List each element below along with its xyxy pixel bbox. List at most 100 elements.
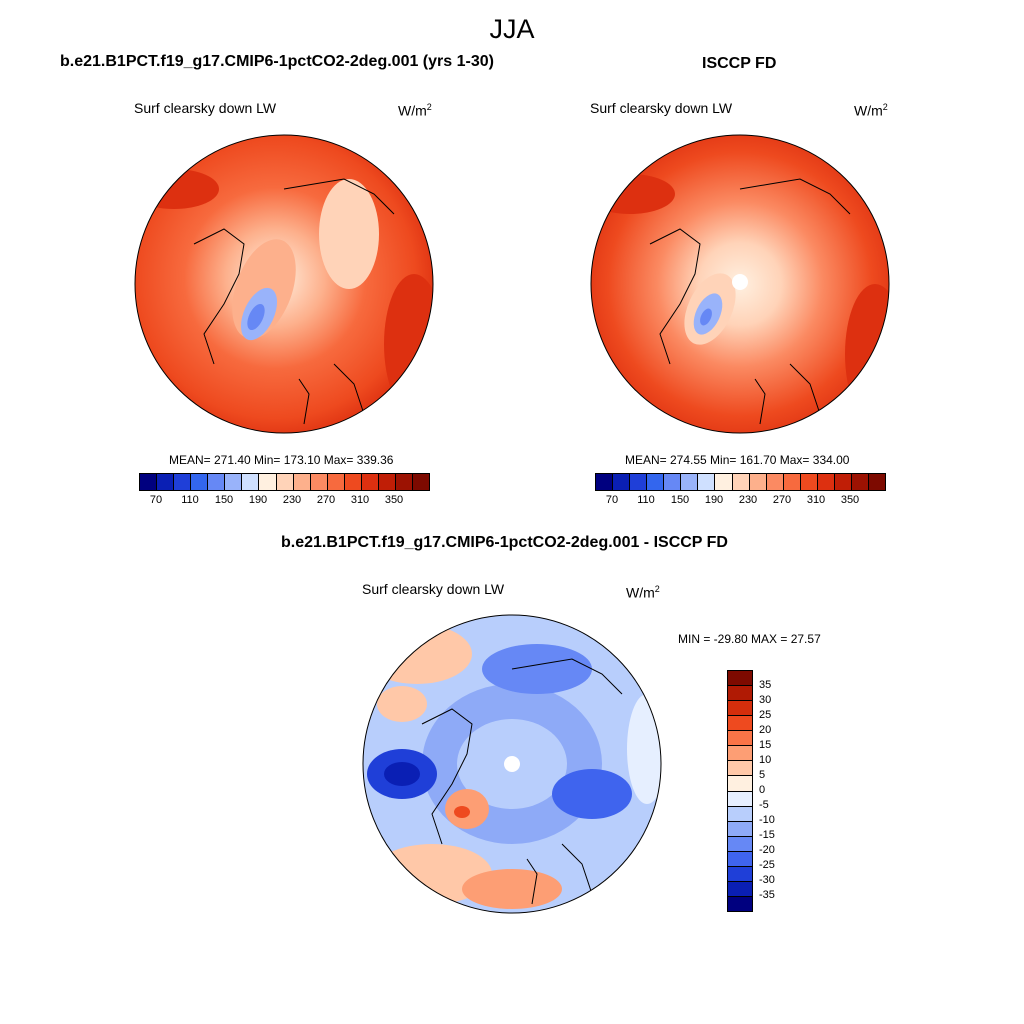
colorbar-swatch bbox=[174, 474, 192, 490]
colorbar-swatch bbox=[728, 671, 752, 687]
colorbar-swatch bbox=[728, 821, 752, 837]
colorbar-swatch bbox=[242, 474, 260, 490]
colorbar-swatch bbox=[728, 701, 752, 717]
colorbar-tick-label: 110 bbox=[637, 494, 655, 506]
panel-1-stats: MEAN= 271.40 Min= 173.10 Max= 339.36 bbox=[169, 453, 394, 467]
panel-1-field: Surf clearsky down LW bbox=[134, 100, 277, 116]
colorbar-tick-label: 310 bbox=[350, 494, 370, 506]
colorbar-tick-label: 230 bbox=[282, 494, 302, 506]
panel-1-polar-map bbox=[134, 134, 434, 434]
panel-2-field: Surf clearsky down LW bbox=[590, 100, 733, 116]
panel-2-colorbar bbox=[595, 473, 886, 491]
colorbar-swatch bbox=[728, 866, 752, 882]
colorbar-tick-label: 150 bbox=[670, 494, 690, 506]
colorbar-tick-label: -10 bbox=[759, 814, 775, 826]
diff-colorbar bbox=[727, 670, 753, 912]
colorbar-swatch bbox=[208, 474, 226, 490]
colorbar-swatch bbox=[259, 474, 277, 490]
panel-1-units: W/m2 bbox=[398, 102, 432, 119]
colorbar-swatch bbox=[728, 806, 752, 822]
colorbar-tick-label: 310 bbox=[806, 494, 826, 506]
colorbar-tick-label: 350 bbox=[840, 494, 860, 506]
colorbar-tick-label: 15 bbox=[759, 739, 772, 751]
colorbar-tick-label: 110 bbox=[181, 494, 199, 506]
colorbar-swatch bbox=[728, 896, 752, 911]
colorbar-swatch bbox=[225, 474, 243, 490]
colorbar-swatch bbox=[596, 474, 614, 490]
panel-1-title: b.e21.B1PCT.f19_g17.CMIP6-1pctCO2-2deg.0… bbox=[60, 53, 494, 70]
colorbar-tick-label: -25 bbox=[759, 859, 775, 871]
colorbar-tick-label: 270 bbox=[772, 494, 792, 506]
colorbar-swatch bbox=[630, 474, 648, 490]
diff-polar-map bbox=[362, 614, 662, 914]
colorbar-swatch bbox=[766, 474, 784, 490]
colorbar-tick-label: -5 bbox=[759, 799, 769, 811]
panel-1-colorbar bbox=[139, 473, 430, 491]
colorbar-swatch bbox=[732, 474, 750, 490]
diff-title: b.e21.B1PCT.f19_g17.CMIP6-1pctCO2-2deg.0… bbox=[281, 534, 728, 551]
colorbar-tick-label: 35 bbox=[759, 679, 772, 691]
colorbar-tick-label: 70 bbox=[605, 494, 619, 506]
colorbar-tick-label: 30 bbox=[759, 694, 772, 706]
colorbar-swatch bbox=[378, 474, 396, 490]
colorbar-tick-label: -20 bbox=[759, 844, 775, 856]
colorbar-swatch bbox=[613, 474, 631, 490]
colorbar-tick-label: 5 bbox=[759, 769, 766, 781]
colorbar-swatch bbox=[728, 746, 752, 762]
colorbar-swatch bbox=[728, 716, 752, 732]
colorbar-swatch bbox=[728, 791, 752, 807]
diff-field: Surf clearsky down LW bbox=[362, 581, 505, 597]
colorbar-swatch bbox=[728, 776, 752, 792]
panel-2-stats: MEAN= 274.55 Min= 161.70 Max= 334.00 bbox=[625, 453, 850, 467]
colorbar-tick-label: 20 bbox=[759, 724, 772, 736]
colorbar-swatch bbox=[783, 474, 801, 490]
colorbar-swatch bbox=[276, 474, 294, 490]
colorbar-swatch bbox=[715, 474, 733, 490]
colorbar-swatch bbox=[800, 474, 818, 490]
colorbar-swatch bbox=[293, 474, 311, 490]
colorbar-swatch bbox=[728, 881, 752, 897]
colorbar-tick-label: 230 bbox=[738, 494, 758, 506]
colorbar-swatch bbox=[728, 761, 752, 777]
colorbar-swatch bbox=[728, 851, 752, 867]
colorbar-tick-label: 150 bbox=[214, 494, 234, 506]
colorbar-swatch bbox=[817, 474, 835, 490]
colorbar-tick-label: 270 bbox=[316, 494, 336, 506]
colorbar-tick-label: 70 bbox=[149, 494, 163, 506]
colorbar-swatch bbox=[681, 474, 699, 490]
colorbar-swatch bbox=[395, 474, 413, 490]
colorbar-tick-label: -30 bbox=[759, 874, 775, 886]
colorbar-tick-label: 25 bbox=[759, 709, 772, 721]
colorbar-swatch bbox=[698, 474, 716, 490]
diff-units: W/m2 bbox=[626, 584, 660, 601]
colorbar-swatch bbox=[869, 474, 886, 490]
colorbar-tick-label: 190 bbox=[248, 494, 268, 506]
colorbar-tick-label: 350 bbox=[384, 494, 404, 506]
colorbar-tick-label: 0 bbox=[759, 784, 766, 796]
colorbar-tick-label: -15 bbox=[759, 829, 775, 841]
colorbar-swatch bbox=[851, 474, 869, 490]
panel-2-polar-map bbox=[590, 134, 890, 434]
colorbar-swatch bbox=[361, 474, 379, 490]
colorbar-swatch bbox=[327, 474, 345, 490]
colorbar-swatch bbox=[191, 474, 209, 490]
panel-2-units: W/m2 bbox=[854, 102, 888, 119]
panel-2-title: ISCCP FD bbox=[702, 55, 777, 72]
diff-colorbar-labels: 35 30 25 20 15 10 5 0 -5 -10 -15 -20 -25 -30 -35 bbox=[759, 670, 799, 910]
colorbar-swatch bbox=[664, 474, 682, 490]
colorbar-tick-label: 10 bbox=[759, 754, 772, 766]
colorbar-swatch bbox=[728, 731, 752, 747]
colorbar-swatch bbox=[728, 836, 752, 852]
colorbar-swatch bbox=[749, 474, 767, 490]
colorbar-swatch bbox=[344, 474, 362, 490]
colorbar-tick-label: -35 bbox=[759, 889, 775, 901]
season-title: JJA bbox=[489, 14, 535, 44]
colorbar-swatch bbox=[647, 474, 665, 490]
colorbar-swatch bbox=[310, 474, 328, 490]
panel-1-colorbar-labels: 70 110 150 190 230 270 310 350 bbox=[139, 494, 428, 508]
colorbar-swatch bbox=[834, 474, 852, 490]
panel-2-colorbar-labels: 70 110 150 190 230 270 310 350 bbox=[595, 494, 884, 508]
colorbar-swatch bbox=[728, 686, 752, 702]
colorbar-swatch bbox=[157, 474, 175, 490]
diff-stats: MIN = -29.80 MAX = 27.57 bbox=[678, 632, 821, 646]
